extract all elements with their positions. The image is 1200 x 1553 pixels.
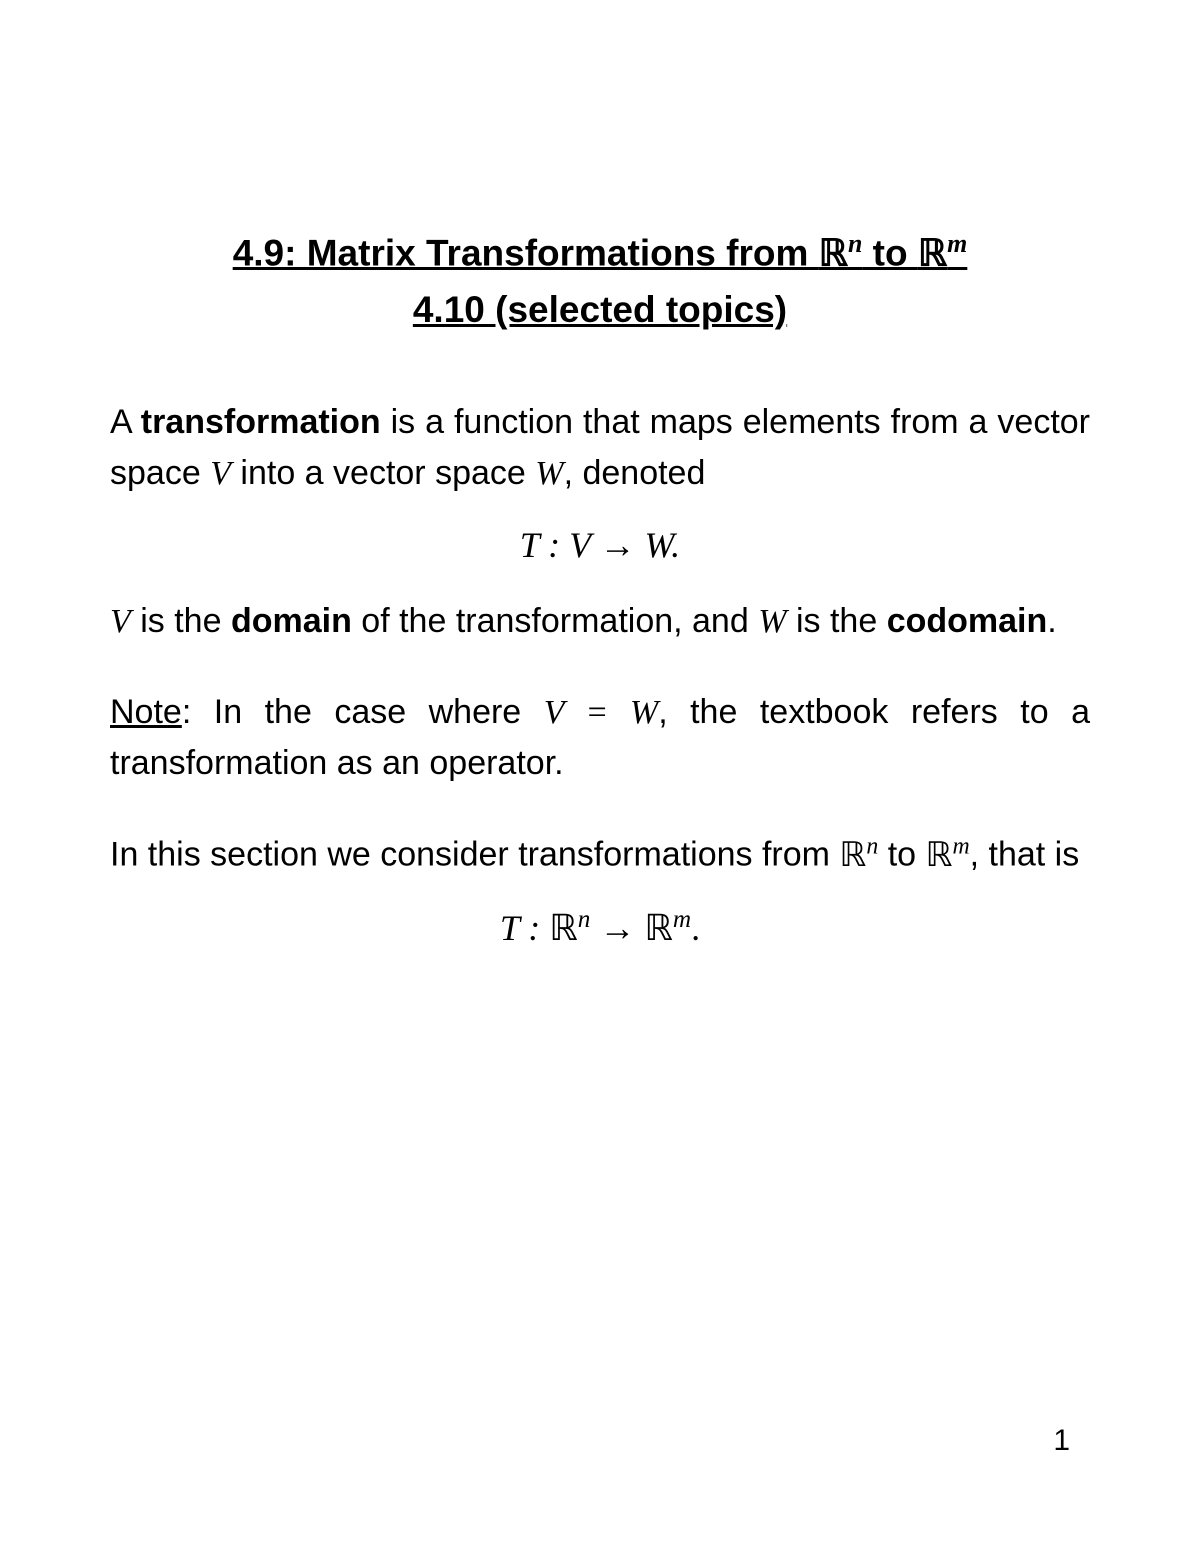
title-line-1: 4.9: Matrix Transformations from ℝn to ℝ… — [110, 225, 1090, 282]
p2-t1: is the — [131, 602, 231, 640]
p2-t4: . — [1047, 602, 1056, 640]
title-line-2: 4.10 (selected topics) — [110, 282, 1090, 338]
p1-t4: , denoted — [564, 454, 706, 492]
title-mid: to — [862, 232, 917, 273]
exp-n: n — [848, 229, 862, 258]
p4-t3: , that is — [970, 836, 1080, 874]
title-block: 4.9: Matrix Transformations from ℝn to ℝ… — [110, 225, 1090, 337]
paragraph-1: A transformation is a function that maps… — [110, 397, 1090, 499]
p1-t3: into a vector space — [231, 454, 535, 492]
real-m-inline: ℝm — [926, 837, 970, 874]
display-equation-2: T : ℝn → ℝm. — [110, 906, 1090, 949]
real-n-symbol: ℝ — [819, 233, 848, 274]
p1-bold-transformation: transformation — [141, 403, 381, 441]
p4-exp1: n — [866, 833, 878, 859]
p3-t1: : In the case where — [182, 693, 544, 731]
eq2-exp1: n — [578, 906, 591, 933]
p2-v: V — [110, 603, 131, 640]
p1-t1: A — [110, 403, 141, 441]
display-equation-1: T : V → W. — [110, 524, 1090, 566]
real-m-symbol: ℝ — [918, 233, 947, 274]
eq2-suffix: . — [691, 908, 700, 948]
p3-eq: V = W — [544, 694, 658, 731]
paragraph-4: In this section we consider transformati… — [110, 829, 1090, 880]
p4-t2: to — [878, 836, 925, 874]
exp-m: m — [947, 229, 967, 258]
eq2-r2: ℝ — [644, 908, 673, 948]
p2-t2: of the transformation, and — [352, 602, 758, 640]
p2-w: W — [758, 603, 786, 640]
real-n-inline: ℝn — [839, 837, 878, 874]
eq2-arrow: → — [590, 908, 644, 948]
p2-bold-domain: domain — [231, 602, 352, 640]
p1-v: V — [210, 455, 231, 492]
p4-t1: In this section we consider transformati… — [110, 836, 839, 874]
p1-w: W — [535, 455, 563, 492]
page-number: 1 — [1053, 1424, 1070, 1458]
paragraph-3: Note: In the case where V = W, the textb… — [110, 687, 1090, 789]
eq2-prefix: T : — [500, 908, 549, 948]
p2-t3: is the — [787, 602, 887, 640]
eq2-exp2: m — [673, 906, 691, 933]
eq1-text: T : V → W. — [520, 525, 680, 565]
eq2-r1: ℝ — [549, 908, 578, 948]
p3-note-label: Note — [110, 693, 182, 731]
paragraph-2: V is the domain of the transformation, a… — [110, 596, 1090, 647]
title-prefix: 4.9: Matrix Transformations from — [233, 232, 819, 273]
p4-exp2: m — [952, 833, 969, 859]
p2-bold-codomain: codomain — [887, 602, 1048, 640]
